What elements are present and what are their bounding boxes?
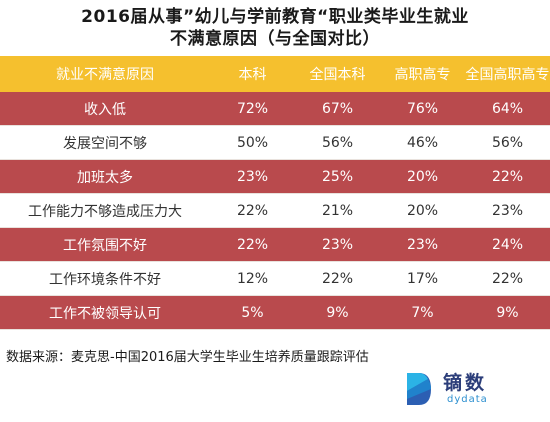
cell-reason: 工作氛围不好 bbox=[0, 227, 210, 262]
cell-vocational: 23% bbox=[380, 227, 465, 262]
cell-national-vocational: 56% bbox=[465, 125, 550, 160]
cell-national-undergrad: 67% bbox=[295, 92, 380, 126]
cell-undergrad: 5% bbox=[210, 295, 295, 330]
cell-undergrad: 12% bbox=[210, 261, 295, 296]
cell-vocational: 20% bbox=[380, 159, 465, 194]
cell-national-undergrad: 22% bbox=[295, 261, 380, 296]
table-row: 工作环境条件不好 12% 22% 17% 22% bbox=[0, 261, 550, 296]
cell-national-vocational: 64% bbox=[465, 92, 550, 126]
header-national-vocational: 全国高职高专 bbox=[465, 56, 550, 92]
cell-vocational: 17% bbox=[380, 261, 465, 296]
cell-reason: 收入低 bbox=[0, 92, 210, 126]
cell-national-undergrad: 25% bbox=[295, 159, 380, 194]
table-row: 加班太多 23% 25% 20% 22% bbox=[0, 159, 550, 194]
cell-undergrad: 72% bbox=[210, 92, 295, 126]
cell-national-undergrad: 9% bbox=[295, 295, 380, 330]
title-line-1: 2016届从事”幼儿与学前教育“职业类毕业生就业 bbox=[81, 7, 469, 27]
cell-national-undergrad: 56% bbox=[295, 125, 380, 160]
cell-reason: 工作环境条件不好 bbox=[0, 261, 210, 296]
logo-chinese-text: 镝数 bbox=[443, 372, 488, 394]
header-undergrad: 本科 bbox=[210, 56, 295, 92]
comparison-table: 就业不满意原因 本科 全国本科 高职高专 全国高职高专 收入低 72% 67% 76%… bbox=[0, 56, 550, 330]
cell-reason: 工作不被领导认可 bbox=[0, 295, 210, 330]
cell-national-undergrad: 23% bbox=[295, 227, 380, 262]
cell-undergrad: 50% bbox=[210, 125, 295, 160]
cell-vocational: 76% bbox=[380, 92, 465, 126]
brand-logo: 镝数 dydata bbox=[403, 366, 543, 416]
header-national-undergrad: 全国本科 bbox=[295, 56, 380, 92]
cell-vocational: 7% bbox=[380, 295, 465, 330]
cell-reason: 加班太多 bbox=[0, 159, 210, 194]
header-reason: 就业不满意原因 bbox=[0, 56, 210, 92]
cell-national-vocational: 22% bbox=[465, 159, 550, 194]
cell-national-vocational: 24% bbox=[465, 227, 550, 262]
data-source-note: 数据来源：麦克思-中国2016届大学生毕业生培养质量跟踪评估 bbox=[6, 350, 369, 365]
cell-national-vocational: 9% bbox=[465, 295, 550, 330]
cell-national-undergrad: 21% bbox=[295, 193, 380, 228]
table-row: 工作氛围不好 22% 23% 23% 24% bbox=[0, 227, 550, 262]
cell-vocational: 20% bbox=[380, 193, 465, 228]
table-row: 工作不被领导认可 5% 9% 7% 9% bbox=[0, 295, 550, 330]
logo-english-text: dydata bbox=[447, 394, 488, 405]
cell-undergrad: 23% bbox=[210, 159, 295, 194]
table-row: 发展空间不够 50% 56% 46% 56% bbox=[0, 125, 550, 160]
table-row: 工作能力不够造成压力大 22% 21% 20% 23% bbox=[0, 193, 550, 228]
cell-undergrad: 22% bbox=[210, 227, 295, 262]
cell-reason: 发展空间不够 bbox=[0, 125, 210, 160]
table-header-row: 就业不满意原因 本科 全国本科 高职高专 全国高职高专 bbox=[0, 56, 550, 92]
dydata-logo-icon bbox=[407, 373, 431, 405]
cell-national-vocational: 23% bbox=[465, 193, 550, 228]
cell-undergrad: 22% bbox=[210, 193, 295, 228]
cell-reason: 工作能力不够造成压力大 bbox=[0, 193, 210, 228]
header-vocational: 高职高专 bbox=[380, 56, 465, 92]
cell-national-vocational: 22% bbox=[465, 261, 550, 296]
cell-vocational: 46% bbox=[380, 125, 465, 160]
table-row: 收入低 72% 67% 76% 64% bbox=[0, 92, 550, 126]
title-line-2: 不满意原因（与全国对比） bbox=[170, 29, 380, 49]
